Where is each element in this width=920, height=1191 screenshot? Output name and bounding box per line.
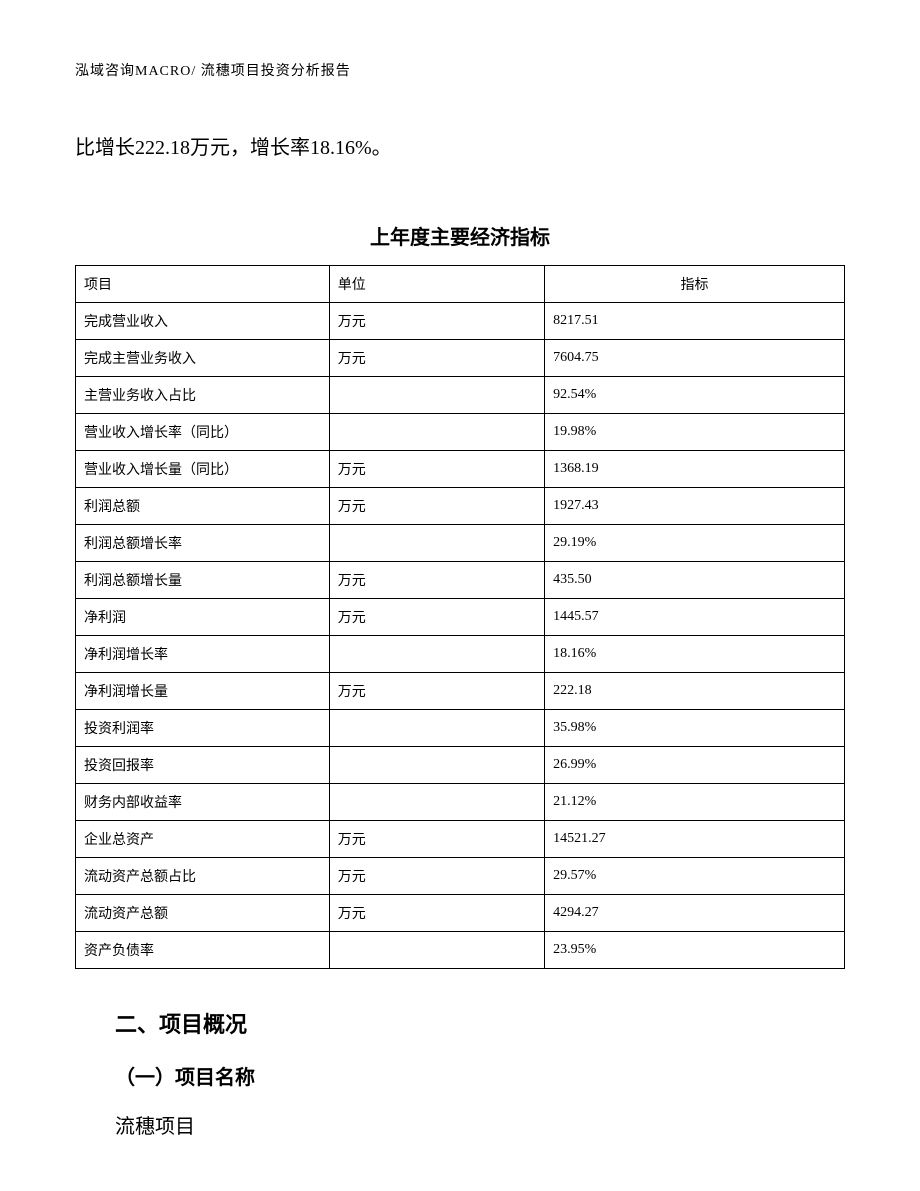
cell-value: 14521.27: [545, 821, 845, 858]
cell-value: 26.99%: [545, 747, 845, 784]
table-row: 净利润增长量 万元 222.18: [76, 673, 845, 710]
table-row: 净利润 万元 1445.57: [76, 599, 845, 636]
cell-item: 利润总额: [76, 488, 330, 525]
table-row: 利润总额增长率 29.19%: [76, 525, 845, 562]
cell-unit: [329, 747, 544, 784]
cell-item: 净利润增长率: [76, 636, 330, 673]
cell-value: 23.95%: [545, 932, 845, 969]
cell-value: 21.12%: [545, 784, 845, 821]
section-body: 流穗项目: [75, 1110, 845, 1139]
table-row: 利润总额 万元 1927.43: [76, 488, 845, 525]
cell-value: 7604.75: [545, 340, 845, 377]
intro-text: 比增长222.18万元，增长率18.16%。: [75, 137, 392, 159]
cell-value: 92.54%: [545, 377, 845, 414]
cell-unit: [329, 525, 544, 562]
table-title: 上年度主要经济指标: [75, 221, 845, 250]
header-text: 泓域咨询MACRO/ 流穗项目投资分析报告: [75, 64, 351, 79]
table-row: 流动资产总额 万元 4294.27: [76, 895, 845, 932]
cell-value: 222.18: [545, 673, 845, 710]
cell-value: 435.50: [545, 562, 845, 599]
table-row: 投资回报率 26.99%: [76, 747, 845, 784]
cell-value: 1927.43: [545, 488, 845, 525]
cell-item: 利润总额增长率: [76, 525, 330, 562]
cell-unit: 万元: [329, 340, 544, 377]
table-row: 完成主营业务收入 万元 7604.75: [76, 340, 845, 377]
page-header: 泓域咨询MACRO/ 流穗项目投资分析报告: [75, 60, 845, 80]
cell-value: 1368.19: [545, 451, 845, 488]
table-row: 资产负债率 23.95%: [76, 932, 845, 969]
cell-unit: 万元: [329, 895, 544, 932]
cell-item: 完成营业收入: [76, 303, 330, 340]
cell-unit: 万元: [329, 858, 544, 895]
table-row: 营业收入增长率（同比） 19.98%: [76, 414, 845, 451]
section-heading: 二、项目概况: [75, 1007, 845, 1039]
cell-value: 19.98%: [545, 414, 845, 451]
cell-item: 流动资产总额: [76, 895, 330, 932]
cell-unit: [329, 414, 544, 451]
table-body: 完成营业收入 万元 8217.51 完成主营业务收入 万元 7604.75 主营…: [76, 303, 845, 969]
cell-unit: 万元: [329, 451, 544, 488]
table-row: 流动资产总额占比 万元 29.57%: [76, 858, 845, 895]
cell-unit: 万元: [329, 562, 544, 599]
cell-item: 企业总资产: [76, 821, 330, 858]
cell-unit: [329, 784, 544, 821]
cell-item: 净利润: [76, 599, 330, 636]
cell-unit: 万元: [329, 488, 544, 525]
cell-item: 利润总额增长量: [76, 562, 330, 599]
cell-unit: 万元: [329, 821, 544, 858]
table-row: 净利润增长率 18.16%: [76, 636, 845, 673]
cell-item: 营业收入增长率（同比）: [76, 414, 330, 451]
cell-unit: 万元: [329, 599, 544, 636]
column-header-value: 指标: [545, 266, 845, 303]
cell-item: 资产负债率: [76, 932, 330, 969]
section-subheading: （一）项目名称: [75, 1061, 845, 1090]
table-row: 完成营业收入 万元 8217.51: [76, 303, 845, 340]
cell-item: 投资回报率: [76, 747, 330, 784]
cell-value: 29.19%: [545, 525, 845, 562]
intro-paragraph: 比增长222.18万元，增长率18.16%。: [75, 130, 845, 166]
table-row: 财务内部收益率 21.12%: [76, 784, 845, 821]
table-header-row: 项目 单位 指标: [76, 266, 845, 303]
cell-unit: [329, 932, 544, 969]
table-row: 主营业务收入占比 92.54%: [76, 377, 845, 414]
cell-unit: [329, 636, 544, 673]
cell-item: 净利润增长量: [76, 673, 330, 710]
cell-unit: [329, 377, 544, 414]
table-row: 营业收入增长量（同比） 万元 1368.19: [76, 451, 845, 488]
table-row: 利润总额增长量 万元 435.50: [76, 562, 845, 599]
column-header-item: 项目: [76, 266, 330, 303]
cell-unit: 万元: [329, 303, 544, 340]
cell-item: 流动资产总额占比: [76, 858, 330, 895]
cell-value: 8217.51: [545, 303, 845, 340]
cell-item: 营业收入增长量（同比）: [76, 451, 330, 488]
cell-unit: [329, 710, 544, 747]
cell-value: 29.57%: [545, 858, 845, 895]
cell-value: 18.16%: [545, 636, 845, 673]
cell-item: 投资利润率: [76, 710, 330, 747]
table-row: 企业总资产 万元 14521.27: [76, 821, 845, 858]
table-row: 投资利润率 35.98%: [76, 710, 845, 747]
cell-value: 4294.27: [545, 895, 845, 932]
column-header-unit: 单位: [329, 266, 544, 303]
cell-unit: 万元: [329, 673, 544, 710]
cell-value: 1445.57: [545, 599, 845, 636]
cell-item: 完成主营业务收入: [76, 340, 330, 377]
economic-indicators-table: 项目 单位 指标 完成营业收入 万元 8217.51 完成主营业务收入 万元 7…: [75, 265, 845, 969]
cell-item: 主营业务收入占比: [76, 377, 330, 414]
cell-item: 财务内部收益率: [76, 784, 330, 821]
cell-value: 35.98%: [545, 710, 845, 747]
